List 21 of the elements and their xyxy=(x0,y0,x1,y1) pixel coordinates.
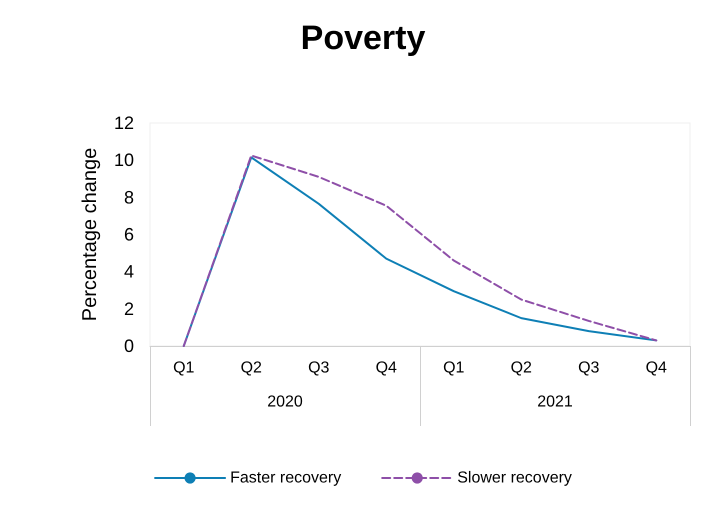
x-tick-label: Q2 xyxy=(510,360,532,376)
chart-title: Poverty xyxy=(300,19,426,57)
x-tick-label: Q3 xyxy=(308,360,330,376)
y-tick-label: 2 xyxy=(124,298,134,319)
x-tick-label: Q4 xyxy=(376,360,398,376)
legend-label: Slower recovery xyxy=(457,470,572,486)
y-tick-label: 12 xyxy=(114,113,134,133)
y-tick-label: 10 xyxy=(114,150,134,170)
y-tick-label: 6 xyxy=(124,224,134,244)
x-tick-label: Q1 xyxy=(443,360,465,376)
y-tick-label: 0 xyxy=(124,336,134,356)
text: 2020 xyxy=(267,394,303,410)
x-tick-label: Q3 xyxy=(578,360,600,376)
x-tick-label: Q4 xyxy=(646,360,668,376)
y-axis-title: Percentage change xyxy=(79,148,101,322)
text: 2021 xyxy=(537,394,573,410)
y-tick-label: 4 xyxy=(124,262,134,282)
x-tick-label: Q2 xyxy=(240,360,262,376)
y-tick-label: 8 xyxy=(124,187,134,208)
x-tick-label: Q1 xyxy=(173,360,195,376)
legend-label: Faster recovery xyxy=(230,470,342,486)
